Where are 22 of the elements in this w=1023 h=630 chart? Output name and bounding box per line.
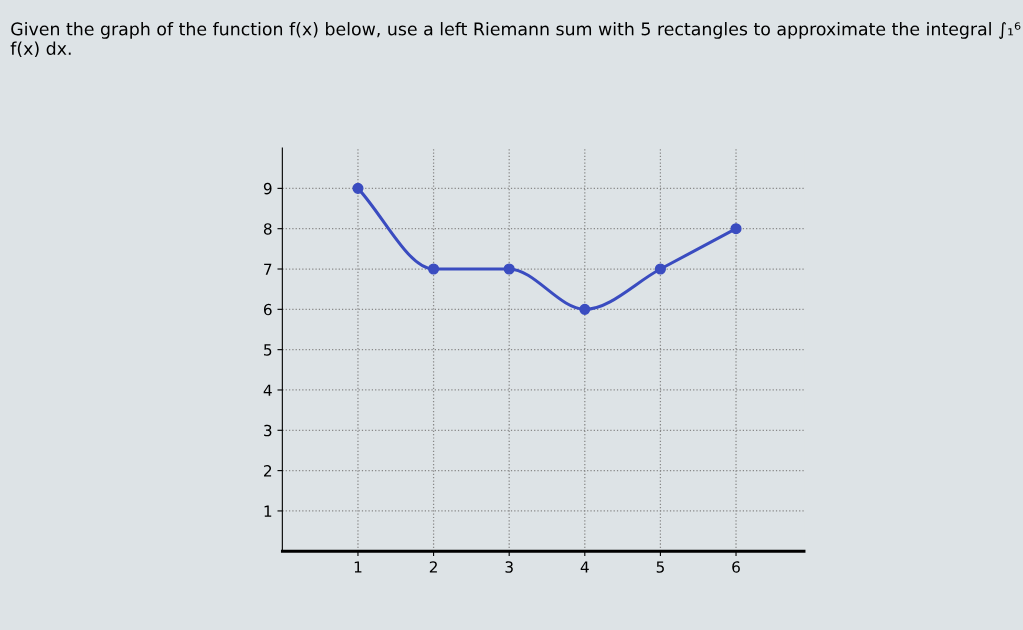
point [503, 263, 515, 275]
point [654, 263, 666, 275]
y-tick-label: 4 [263, 384, 272, 396]
y-tick-label: 6 [263, 303, 272, 316]
x-tick-label: 1 [354, 561, 362, 573]
point [730, 223, 742, 235]
point [352, 182, 364, 194]
x-tick-label: 2 [429, 561, 437, 573]
y-tick-label: 9 [263, 182, 272, 195]
y-tick-label: 2 [264, 465, 272, 477]
y-tick-label: 7 [264, 263, 272, 275]
y-tick-label: 1 [264, 505, 272, 517]
y-tick-label: 3 [264, 424, 272, 437]
chart-title: Given the graph of the function f(x) below, use a left Riemann sum with 5 rectangles to approximate the integral ∫₁⁶ f(x) dx. [10, 22, 1021, 58]
y-tick-label: 5 [264, 344, 272, 356]
x-tick-label: 5 [656, 561, 664, 573]
point [579, 303, 591, 315]
y-tick-label: 8 [263, 223, 272, 235]
x-tick-label: 3 [505, 561, 513, 573]
point [428, 263, 440, 275]
x-tick-label: 4 [580, 561, 589, 573]
x-tick-label: 6 [732, 561, 740, 573]
